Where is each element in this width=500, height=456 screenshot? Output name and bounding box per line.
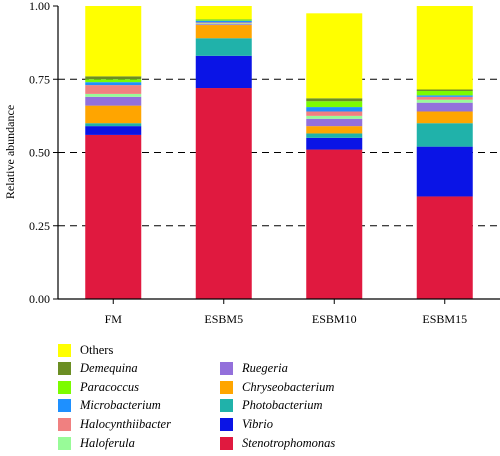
bar-segment-esbm5-8 bbox=[195, 19, 252, 21]
legend-swatch bbox=[58, 362, 71, 376]
legend-label: Ruegeria bbox=[242, 361, 288, 376]
bar-segment-esbm10-10 bbox=[306, 13, 363, 99]
y-tick-label-2: 0.50 bbox=[29, 146, 50, 160]
bar-segment-esbm15-2 bbox=[416, 123, 473, 147]
legend-label: Halocynthiibacter bbox=[80, 416, 171, 431]
bar-segment-esbm5-3 bbox=[195, 25, 252, 39]
bar-segment-esbm15-5 bbox=[416, 99, 473, 103]
bar-segment-fm-0 bbox=[85, 134, 142, 299]
legend-swatch bbox=[220, 417, 233, 431]
bar-segment-fm-9 bbox=[85, 76, 142, 80]
bar-segment-fm-8 bbox=[85, 79, 142, 83]
bar-segment-esbm10-0 bbox=[306, 149, 363, 299]
y-tick-label-1: 0.25 bbox=[29, 219, 50, 233]
bar-segment-esbm5-4 bbox=[195, 24, 252, 26]
legend-item-photobacterium: Photobacterium bbox=[220, 397, 323, 415]
bar-segment-esbm10-6 bbox=[306, 111, 363, 116]
legend-item-haloferula: Haloferula bbox=[58, 434, 135, 452]
y-tick-label-3: 0.75 bbox=[29, 72, 50, 86]
legend-item-microbacterium: Microbacterium bbox=[58, 397, 161, 415]
bar-segment-esbm5-0 bbox=[195, 88, 252, 299]
legend-swatch bbox=[58, 399, 71, 413]
axes: FM ESBM5 ESBM10 ESBM15 0.00 0.25 0.50 0.75 1.00 bbox=[29, 0, 500, 326]
legend-item-stenotrophomonas: Stenotrophomonas bbox=[220, 434, 335, 452]
legend-swatch bbox=[220, 362, 233, 376]
bar-segment-esbm5-5 bbox=[195, 23, 252, 25]
legend-item-halocynthiibacter: Halocynthiibacter bbox=[58, 415, 171, 433]
x-tick-label-1: ESBM5 bbox=[204, 312, 243, 326]
legend-label: Chryseobacterium bbox=[242, 379, 335, 394]
legend-label: Stenotrophomonas bbox=[242, 435, 336, 450]
y-tick-label-4: 1.00 bbox=[29, 0, 50, 13]
bar-segment-esbm10-9 bbox=[306, 98, 363, 102]
legend-label: Photobacterium bbox=[242, 398, 323, 413]
bar-segment-esbm5-1 bbox=[195, 55, 252, 89]
legend-label: Demequina bbox=[80, 361, 138, 376]
bar-segment-esbm15-0 bbox=[416, 196, 473, 299]
legend-swatch bbox=[220, 380, 233, 394]
bar-segment-fm-5 bbox=[85, 93, 142, 97]
bar-segment-fm-1 bbox=[85, 126, 142, 135]
y-tick-label-0: 0.00 bbox=[29, 292, 50, 306]
bar-segment-fm-7 bbox=[85, 82, 142, 86]
bar-segment-esbm15-4 bbox=[416, 102, 473, 112]
bar-segment-esbm15-1 bbox=[416, 146, 473, 197]
legend-item-others: Others bbox=[58, 341, 113, 359]
legend-label: Haloferula bbox=[80, 435, 135, 450]
bar-segment-esbm5-6 bbox=[195, 22, 252, 24]
bar-segment-esbm10-3 bbox=[306, 126, 363, 134]
bars bbox=[85, 6, 473, 299]
bar-segment-fm-2 bbox=[85, 123, 142, 127]
stacked-bar-chart: FM ESBM5 ESBM10 ESBM150.000.250.500.751.00 … bbox=[3, 0, 500, 326]
bar-segment-esbm10-8 bbox=[306, 101, 363, 108]
bar-segment-fm-6 bbox=[85, 85, 142, 94]
legend-item-demequina: Demequina bbox=[58, 360, 138, 378]
x-tick-label-0: FM bbox=[105, 312, 123, 326]
legend-label: Vibrio bbox=[242, 416, 274, 431]
legend-item-paracoccus: Paracoccus bbox=[58, 378, 139, 396]
legend-label: Paracoccus bbox=[80, 379, 140, 394]
legend-label: Others bbox=[80, 342, 114, 357]
bar-segment-esbm10-5 bbox=[306, 115, 363, 119]
x-tick-label-2: ESBM10 bbox=[312, 312, 357, 326]
bar-segment-esbm15-8 bbox=[416, 90, 473, 96]
bar-segment-esbm10-4 bbox=[306, 118, 363, 127]
bar-segment-esbm5-10 bbox=[195, 6, 252, 20]
bar-segment-esbm5-7 bbox=[195, 20, 252, 23]
bar-segment-fm-4 bbox=[85, 96, 142, 106]
y-axis-title: Relative abundance bbox=[3, 105, 17, 199]
bar-segment-esbm15-6 bbox=[416, 96, 473, 100]
x-tick-label-3: ESBM15 bbox=[422, 312, 467, 326]
legend-swatch bbox=[58, 417, 71, 431]
legend-swatch bbox=[220, 436, 233, 450]
bar-segment-esbm10-2 bbox=[306, 133, 363, 138]
bar-segment-esbm10-7 bbox=[306, 107, 363, 112]
bar-segment-esbm15-7 bbox=[416, 95, 473, 97]
bar-segment-esbm10-1 bbox=[306, 137, 363, 150]
bar-segment-esbm5-2 bbox=[195, 38, 252, 56]
legend-swatch bbox=[220, 399, 233, 413]
legend: Others Demequina Paracoccus Microbacterium H… bbox=[58, 341, 478, 453]
bar-segment-fm-10 bbox=[85, 6, 142, 77]
legend-item-chryseobacterium: Chryseobacterium bbox=[220, 378, 334, 396]
legend-swatch bbox=[58, 343, 71, 357]
bar-segment-fm-3 bbox=[85, 105, 142, 124]
legend-swatch bbox=[58, 380, 71, 394]
bar-segment-esbm15-10 bbox=[416, 6, 473, 90]
legend-item-vibrio: Vibrio bbox=[220, 415, 273, 433]
legend-label: Microbacterium bbox=[80, 398, 161, 413]
legend-swatch bbox=[58, 436, 71, 450]
legend-item-ruegeria: Ruegeria bbox=[220, 360, 288, 378]
bar-segment-esbm15-3 bbox=[416, 111, 473, 124]
bar-segment-esbm15-9 bbox=[416, 89, 473, 91]
